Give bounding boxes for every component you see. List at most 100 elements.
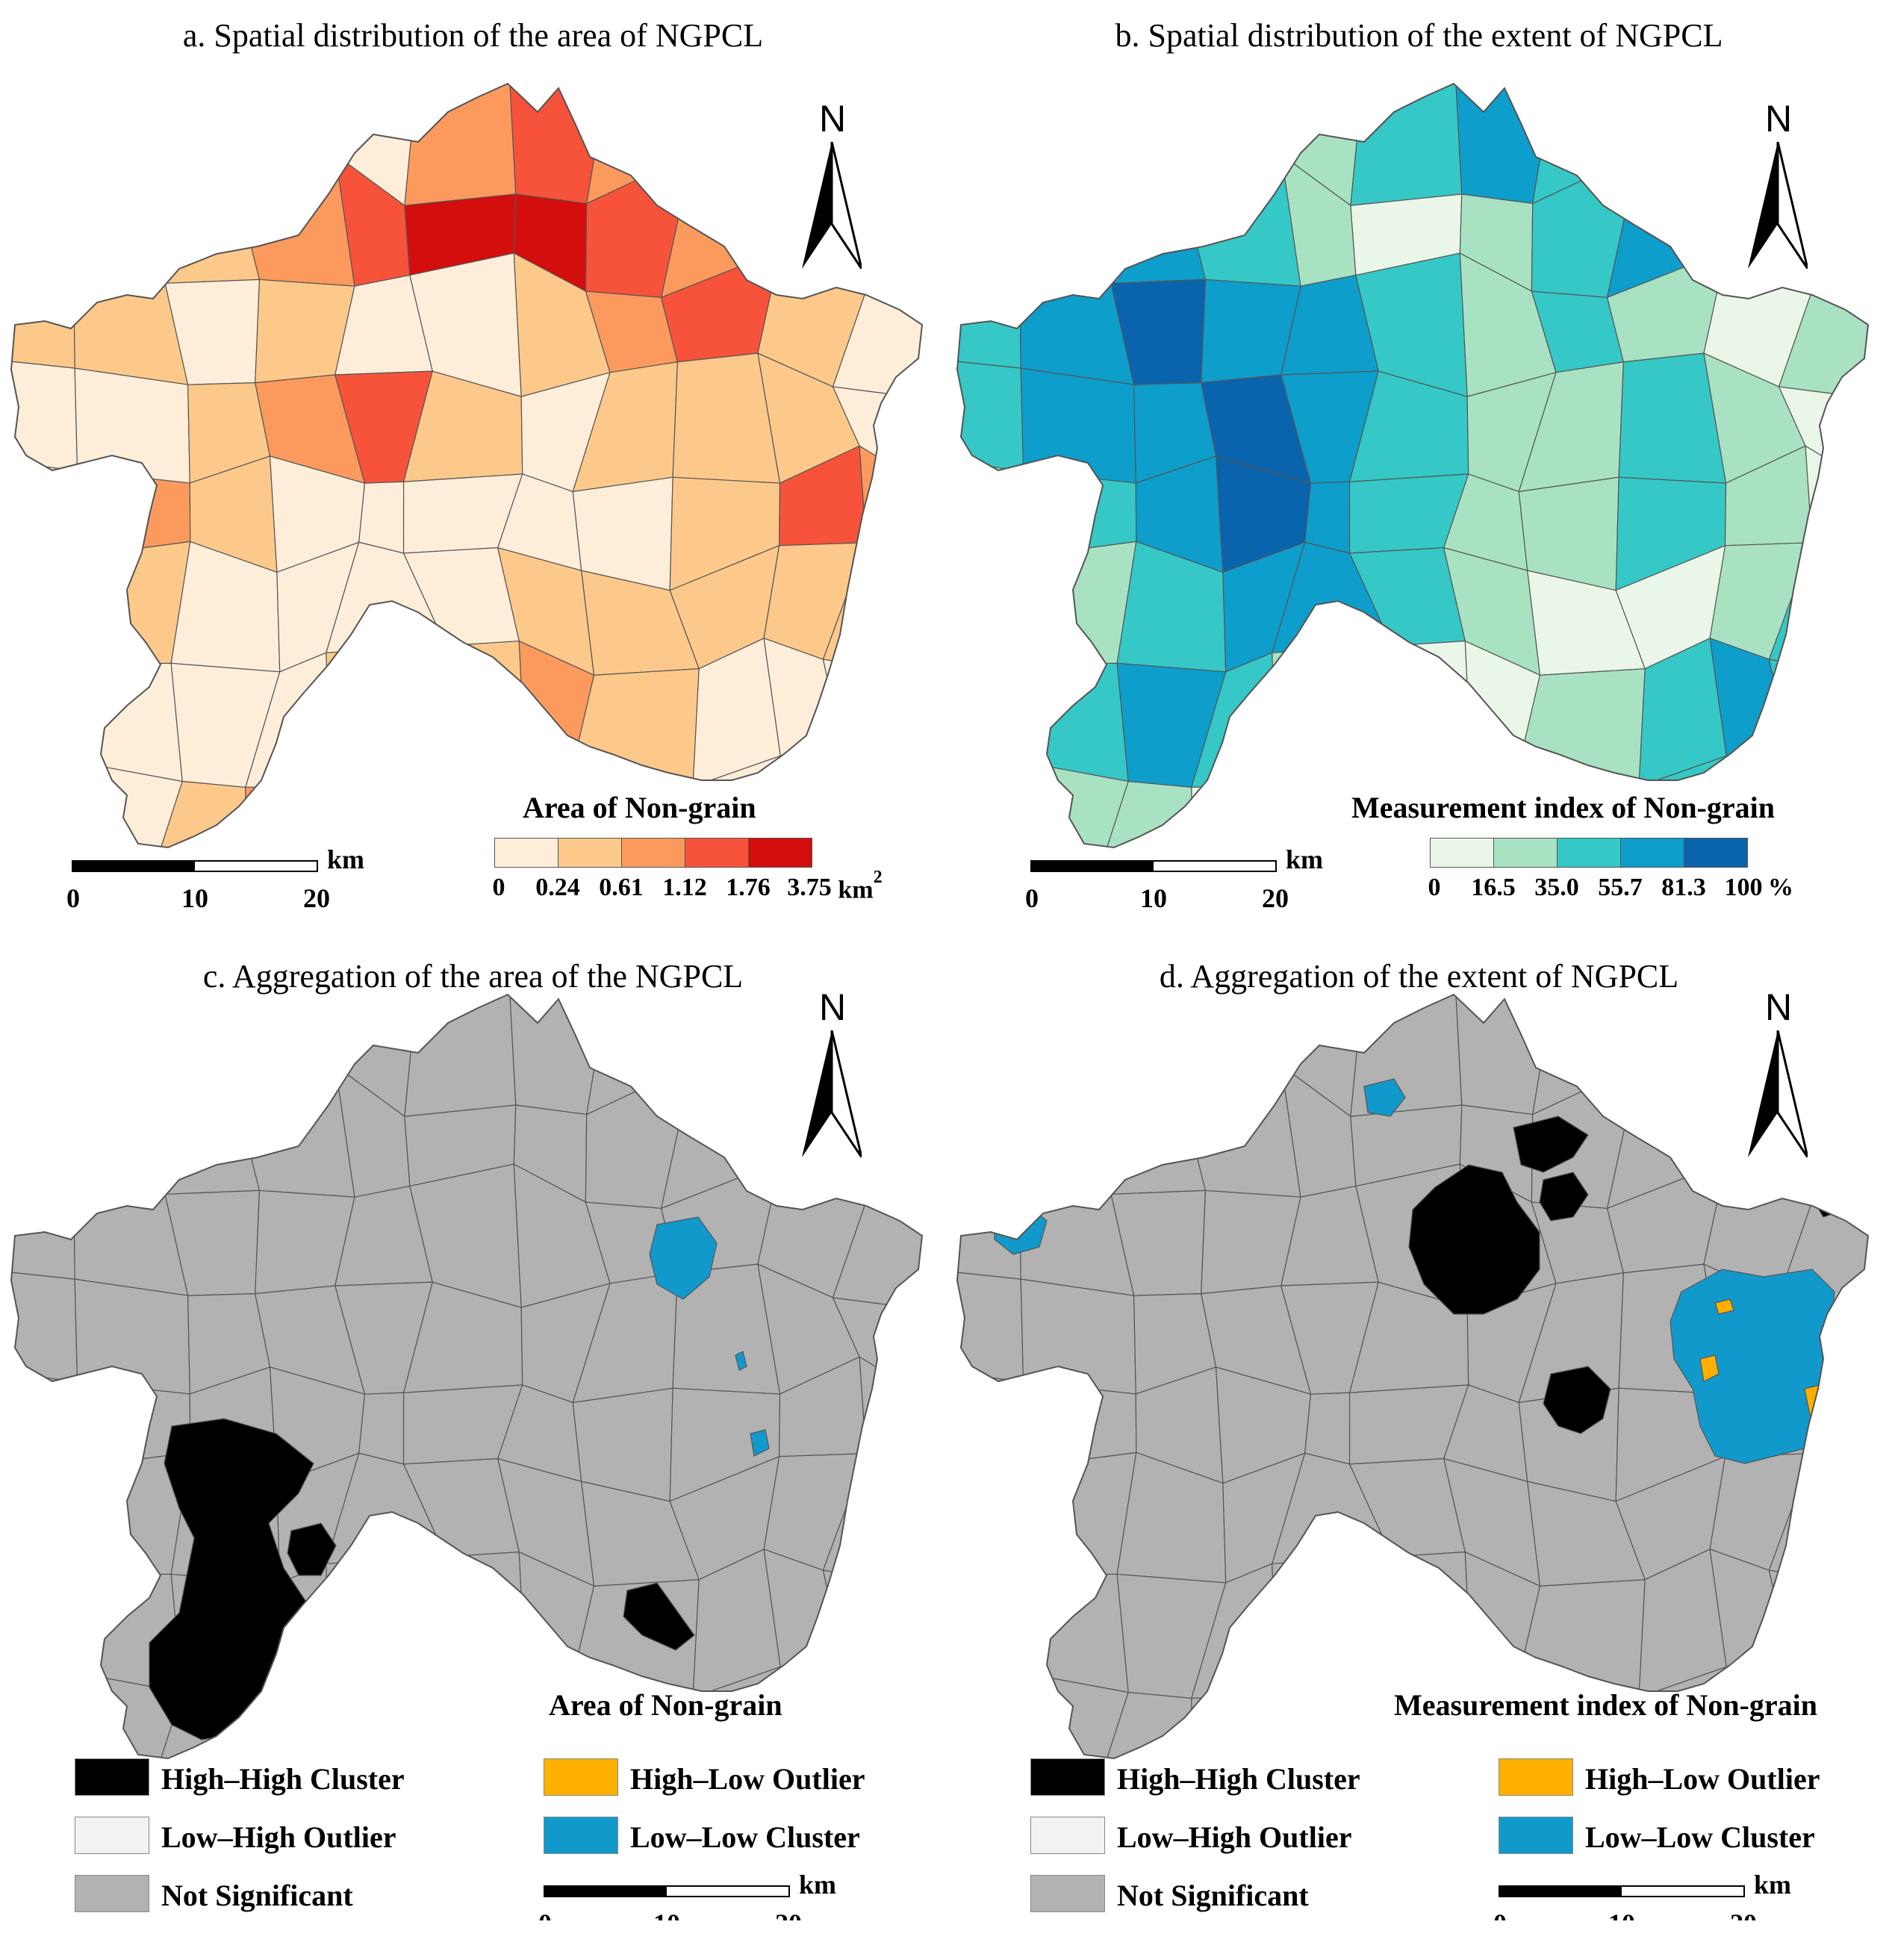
scale-tick: 20 [303, 883, 330, 913]
ramp-break: 16.5 [1471, 874, 1516, 901]
legend-swatch [75, 1875, 149, 1912]
region [1024, 995, 1130, 1080]
north-label: N [1764, 986, 1793, 1028]
scale-tick: 0 [1025, 883, 1039, 913]
ramp-break: 100 [1724, 874, 1763, 901]
region [77, 541, 191, 665]
ramp-break: 0 [1428, 874, 1441, 901]
region [74, 1278, 190, 1395]
scale-tick: 10 [181, 883, 208, 913]
region [11, 161, 92, 273]
region [571, 668, 700, 787]
scale-bar: km 0 10 20 [66, 844, 393, 933]
region [11, 556, 99, 665]
region [78, 84, 184, 169]
ramp-break: 81.3 [1661, 874, 1706, 901]
panel-c-area-aggregation: c. Aggregation of the area of the NGPCL … [0, 941, 946, 1920]
cluster-region [735, 1351, 747, 1371]
ramp-break: 1.12 [662, 874, 707, 901]
region [1024, 84, 1130, 169]
cluster-region [1363, 1078, 1406, 1117]
legend-swatch [75, 1758, 149, 1796]
panel-d-extent-aggregation: d. Aggregation of the extent of NGPCL N … [946, 941, 1892, 1920]
ramp-cell [748, 838, 812, 868]
legend-label: High–High Cluster [161, 1762, 405, 1796]
north-arrow: N [1737, 986, 1820, 1157]
region [763, 542, 867, 660]
color-ramp [1430, 838, 1748, 868]
region [152, 1071, 261, 1195]
ramp-break: 1.76 [726, 874, 771, 901]
region [1098, 1071, 1207, 1195]
region [859, 445, 922, 579]
region [957, 1672, 1054, 1758]
legend-label: Low–Low Cluster [1585, 1820, 1815, 1854]
legend-swatch [1499, 1758, 1573, 1796]
region [245, 1696, 330, 1758]
region [1020, 662, 1129, 783]
region [11, 1672, 108, 1758]
region [11, 1564, 99, 1700]
ramp-unit: km2 [838, 868, 882, 904]
color-ramp [494, 838, 812, 868]
north-arrow: N [1737, 97, 1820, 269]
region [1272, 645, 1392, 786]
region [358, 481, 405, 554]
legend-label: High–Low Outlier [1585, 1762, 1820, 1796]
ramp-cell [685, 838, 749, 868]
region [957, 1163, 1021, 1280]
region [322, 1656, 438, 1758]
region [957, 1372, 1024, 1495]
region [236, 995, 346, 1101]
region [73, 252, 189, 385]
region [404, 84, 517, 206]
legend-label: Low–High Outlier [161, 1820, 396, 1854]
legend-label: High–High Cluster [1117, 1762, 1360, 1796]
cluster-region [287, 1522, 337, 1576]
scale-tick: 10 [1608, 1908, 1635, 1920]
region [957, 556, 1045, 665]
region [1272, 1556, 1392, 1697]
scale-tick: 0 [538, 1908, 552, 1920]
region [1182, 84, 1292, 190]
legend-swatch [544, 1817, 618, 1854]
region [152, 995, 244, 1101]
region [822, 1569, 922, 1693]
panel-title: b. Spatial distribution of the extent of… [1115, 17, 1723, 54]
region [11, 653, 99, 789]
region [1023, 541, 1137, 665]
region [957, 461, 1024, 584]
region [436, 640, 526, 768]
north-arrow-icon [1748, 142, 1808, 269]
region [74, 662, 183, 783]
region [1098, 995, 1190, 1101]
ramp-cell [1430, 838, 1494, 868]
cluster-map [10, 993, 924, 1760]
region [1517, 668, 1646, 787]
scale-bar: km 0 10 20 [1493, 1870, 1820, 1920]
region [1098, 84, 1190, 190]
legend-label: Not Significant [161, 1879, 353, 1912]
region [957, 1564, 1045, 1700]
cluster-region [1543, 1366, 1611, 1434]
region [1768, 1569, 1868, 1693]
region [763, 1453, 867, 1571]
region [957, 84, 1038, 169]
region [236, 84, 346, 190]
region [1709, 1453, 1813, 1571]
scale-tick: 20 [1730, 1908, 1757, 1920]
ramp-cell [621, 838, 685, 868]
region [11, 1372, 78, 1495]
region [1098, 160, 1207, 284]
region [73, 1163, 189, 1296]
region [1709, 542, 1813, 660]
ramp-cell [1493, 838, 1558, 868]
north-arrow: N [791, 986, 874, 1157]
region [1805, 445, 1868, 579]
region [1768, 659, 1868, 783]
cluster-region [1513, 1116, 1589, 1173]
region [957, 1071, 1038, 1183]
cluster-region [750, 1429, 770, 1457]
region [1020, 1278, 1136, 1395]
cluster-region [1408, 1164, 1540, 1315]
